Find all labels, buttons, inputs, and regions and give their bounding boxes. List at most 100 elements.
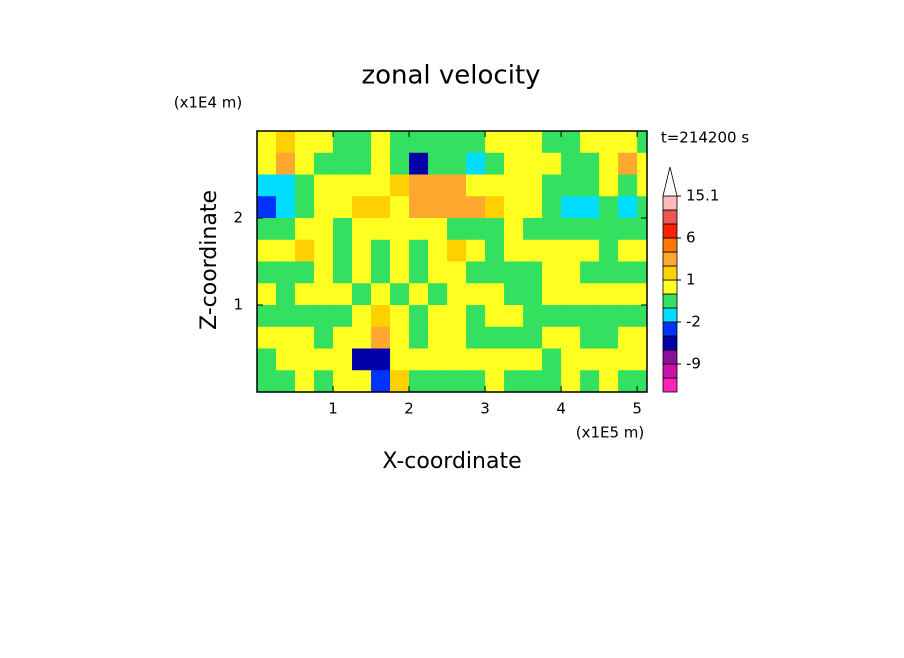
contour-cell xyxy=(618,283,638,306)
contour-cell xyxy=(447,370,467,392)
contour-cell xyxy=(466,196,486,219)
contour-cell xyxy=(523,239,543,263)
contour-cell xyxy=(637,218,647,241)
contour-cell xyxy=(637,196,647,219)
contour-cell xyxy=(371,370,391,392)
contour-cell xyxy=(390,305,410,328)
contour-cell xyxy=(333,174,353,197)
contour-cell xyxy=(466,305,486,328)
contour-cell xyxy=(637,131,647,154)
contour-cell xyxy=(618,348,638,371)
contour-cell xyxy=(447,131,467,154)
contour-cell xyxy=(295,326,315,350)
contour-cell xyxy=(276,305,296,328)
contour-cell xyxy=(466,370,486,392)
contour-cell xyxy=(428,348,448,371)
contour-cell xyxy=(314,283,334,306)
contour-cell xyxy=(276,196,296,219)
contour-cell xyxy=(618,131,638,154)
contour-cell xyxy=(504,305,524,328)
contour-cell xyxy=(333,283,353,306)
contour-cell xyxy=(276,174,296,197)
contour-cell xyxy=(333,131,353,154)
contour-cell xyxy=(618,239,638,263)
contour-cell xyxy=(542,348,562,371)
contour-cell xyxy=(390,218,410,241)
contour-cell xyxy=(561,218,581,241)
plot-frame xyxy=(256,130,648,393)
contour-cell xyxy=(561,196,581,219)
contour-cell xyxy=(333,196,353,219)
contour-cell xyxy=(523,348,543,371)
contour-cell xyxy=(295,218,315,241)
contour-cell xyxy=(523,196,543,219)
colorbar-segment xyxy=(662,349,678,365)
contour-cell xyxy=(257,152,277,176)
colorbar-segment xyxy=(662,195,678,211)
contour-cell xyxy=(599,196,619,219)
contour-cell xyxy=(618,370,638,392)
contour-cell xyxy=(390,174,410,197)
contour-cell xyxy=(599,239,619,263)
contour-cell xyxy=(409,283,429,306)
contour-cell xyxy=(561,370,581,392)
contour-cell xyxy=(504,370,524,392)
contour-cell xyxy=(428,152,448,176)
contour-cell xyxy=(409,218,429,241)
contour-cell xyxy=(428,326,448,350)
contour-cell xyxy=(504,196,524,219)
contour-cell xyxy=(333,305,353,328)
x-axis-label: X-coordinate xyxy=(382,449,521,474)
contour-cell xyxy=(618,326,638,350)
contour-cell xyxy=(295,305,315,328)
contour-cell xyxy=(561,283,581,306)
contour-cell xyxy=(409,196,429,219)
colorbar-tick-label: -2 xyxy=(686,313,701,331)
contour-cell xyxy=(504,283,524,306)
contour-cell xyxy=(599,370,619,392)
contour-cell xyxy=(542,326,562,350)
contour-cell xyxy=(523,174,543,197)
contour-cell xyxy=(276,239,296,263)
contour-cell xyxy=(618,174,638,197)
contour-cell xyxy=(466,261,486,284)
contour-cell xyxy=(618,218,638,241)
contour-cell xyxy=(333,326,353,350)
contour-cell xyxy=(390,283,410,306)
contour-cell xyxy=(466,283,486,306)
contour-cell xyxy=(599,218,619,241)
contour-cell xyxy=(637,348,647,371)
contour-cell xyxy=(447,239,467,263)
contour-cell xyxy=(276,283,296,306)
contour-cell xyxy=(371,261,391,284)
contour-cell xyxy=(580,326,600,350)
x-tick-label: 4 xyxy=(556,400,566,418)
contour-cell xyxy=(409,239,429,263)
y-tick-label: 2 xyxy=(233,209,243,227)
contour-cell xyxy=(618,305,638,328)
contour-cell xyxy=(314,174,334,197)
contour-cell xyxy=(314,261,334,284)
contour-cell xyxy=(371,305,391,328)
contour-cell xyxy=(447,152,467,176)
contour-cell xyxy=(466,326,486,350)
contour-cell xyxy=(314,218,334,241)
contour-cell xyxy=(371,131,391,154)
contour-cell xyxy=(580,283,600,306)
contour-cell xyxy=(257,218,277,241)
contour-cell xyxy=(390,152,410,176)
contour-cell xyxy=(371,152,391,176)
contour-cell xyxy=(352,261,372,284)
contour-cell xyxy=(409,174,429,197)
contour-cell xyxy=(466,218,486,241)
contour-cell xyxy=(428,196,448,219)
colorbar-segment xyxy=(662,209,678,225)
contour-cell xyxy=(466,174,486,197)
contour-cell xyxy=(257,174,277,197)
x-tick-label: 1 xyxy=(328,400,338,418)
contour-cell xyxy=(333,152,353,176)
contour-cell xyxy=(504,174,524,197)
x-tick-label: 2 xyxy=(404,400,414,418)
contour-cell xyxy=(295,370,315,392)
contour-cell xyxy=(314,152,334,176)
